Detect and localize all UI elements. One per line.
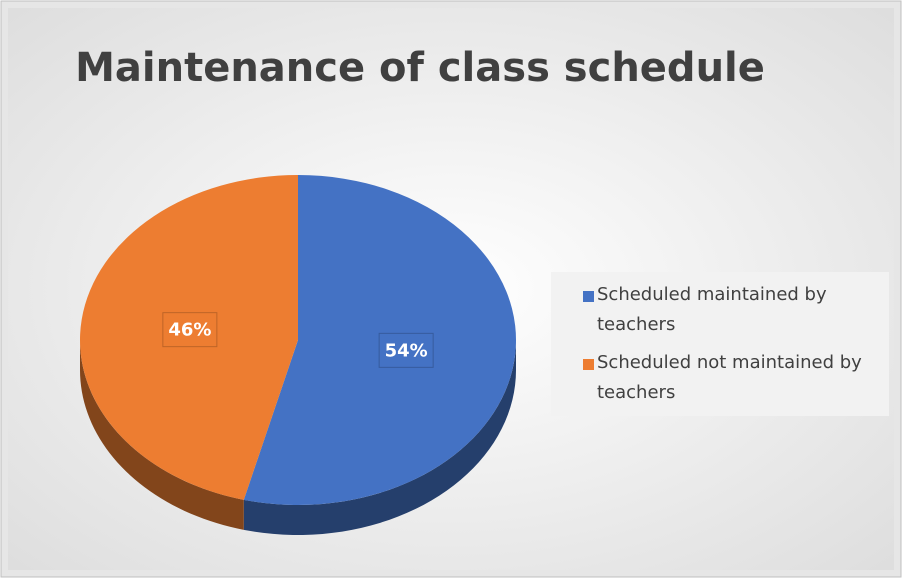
legend-swatch <box>583 359 594 370</box>
legend-swatch <box>583 291 594 302</box>
legend-entry: Scheduled not maintained by teachers <box>551 348 889 408</box>
legend-label: Scheduled not maintained by teachers <box>597 352 862 403</box>
legend: Scheduled maintained by teachers Schedule… <box>551 272 889 416</box>
data-label-box <box>378 332 434 368</box>
legend-label: Scheduled maintained by teachers <box>597 284 827 335</box>
slice-side <box>80 340 244 530</box>
slice-side <box>243 340 517 535</box>
pie: 54% 46% <box>80 175 517 535</box>
chart-title: Maintenance of class schedule <box>75 45 765 91</box>
data-label: 46% <box>168 320 211 341</box>
data-label: 54% <box>385 340 428 361</box>
legend-entry: Scheduled maintained by teachers <box>551 280 889 340</box>
data-label-box <box>162 312 218 348</box>
